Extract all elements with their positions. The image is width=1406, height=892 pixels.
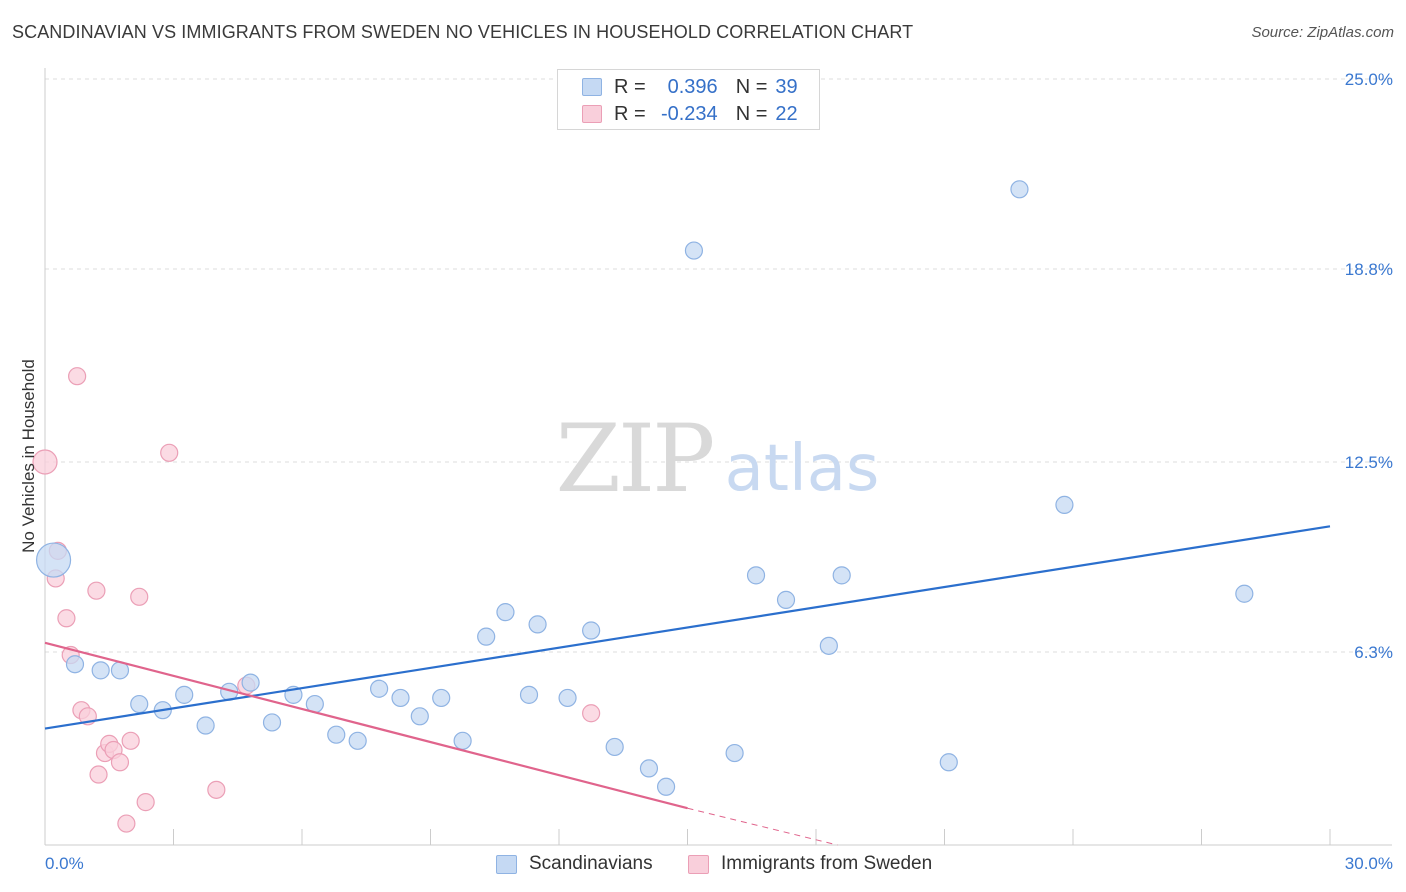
y-tick-label: 18.8% (1345, 260, 1393, 279)
y-tick-label: 6.3% (1354, 643, 1393, 662)
axes (44, 68, 1392, 846)
legend-item-scandinavians: Scandinavians (496, 852, 653, 876)
y-axis-label: No Vehicles in Household (19, 359, 38, 553)
n-value: 22 (775, 102, 798, 125)
scandinavians-point (91, 661, 110, 680)
immigrants-from-sweden-point (207, 780, 226, 799)
legend-swatch-blue (496, 854, 517, 874)
immigrants-trend-line (44, 641, 688, 810)
scandinavians-point (391, 688, 410, 708)
n-value: 39 (775, 75, 798, 98)
scandinavians-point (639, 759, 659, 778)
series-scandinavians-points (35, 180, 1254, 796)
scandinavians-point (1010, 180, 1029, 199)
immigrants-from-sweden-point (87, 581, 106, 600)
stats-swatch-pink (582, 105, 602, 123)
immigrants-trend-extension (687, 807, 838, 846)
immigrants-from-sweden-point (89, 765, 108, 784)
r-value: 0.396 (667, 75, 718, 98)
x-tick-label: 30.0% (1345, 854, 1393, 873)
scandinavians-point (528, 615, 547, 634)
scandinavians-point (262, 713, 282, 732)
scandinavians-point (939, 753, 958, 772)
correlation-stats-box: R = 0.396 N = 39 R = -0.234 N = 22 (557, 69, 820, 130)
scandinavians-point (410, 707, 429, 726)
scandinavians-point (519, 685, 539, 704)
immigrants-from-sweden-point (121, 731, 140, 750)
scandinavians-point (175, 685, 194, 704)
scandinavians-point (582, 621, 601, 640)
watermark: ZIP atlas (556, 405, 880, 514)
stats-swatch-blue (582, 78, 602, 96)
scandinavians-point (725, 743, 744, 763)
scandinavians-point (558, 688, 577, 708)
scandinavians-point (241, 673, 260, 692)
stats-row-scandinavians: R = 0.396 N = 39 (582, 74, 798, 100)
scandinavians-point (832, 566, 851, 585)
n-label: N = (735, 75, 768, 98)
legend-label: Scandinavians (529, 853, 653, 874)
immigrants-from-sweden-point (110, 753, 130, 772)
stats-row-immigrants: R = -0.234 N = 22 (582, 101, 798, 127)
scandinavians-point (130, 694, 149, 714)
source-label: Source: ZipAtlas.com (1251, 24, 1394, 41)
watermark-zip: ZIP (556, 405, 713, 514)
immigrants-from-sweden-point (68, 367, 87, 386)
x-tick-label: 0.0% (45, 854, 84, 873)
chart-title: SCANDINAVIAN VS IMMIGRANTS FROM SWEDEN N… (12, 22, 914, 42)
scandinavians-point (746, 566, 766, 585)
immigrants-from-sweden-point (130, 587, 149, 606)
series-immigrants-from-sweden-points (32, 367, 601, 833)
scandinavians-point (776, 590, 796, 609)
scandinavians-point (1055, 495, 1074, 514)
scandinavians-point (819, 636, 838, 655)
legend-swatch-pink (688, 854, 709, 874)
immigrants-from-sweden-point (582, 704, 601, 723)
immigrants-from-sweden-point (57, 609, 76, 628)
trend-lines (44, 525, 1331, 846)
scandinavians-point (327, 725, 346, 744)
r-label: R = (614, 102, 646, 125)
scandinavians-point (684, 241, 704, 260)
scandinavians-point (605, 737, 624, 757)
watermark-atlas: atlas (725, 432, 880, 506)
scandinavians-point (432, 688, 451, 708)
scandinavians-point (656, 777, 676, 796)
scandinavians-point (196, 716, 215, 735)
scandinavians-point (1235, 584, 1254, 603)
legend-label: Immigrants from Sweden (721, 853, 933, 874)
r-label: R = (614, 75, 646, 98)
scandinavians-point (348, 731, 367, 750)
y-tick-label: 25.0% (1345, 70, 1393, 89)
immigrants-from-sweden-point (117, 814, 136, 833)
n-label: N = (735, 102, 768, 125)
scandinavians-trend-line (44, 525, 1331, 730)
scandinavians-point (65, 655, 85, 674)
tick-labels: 6.3% 12.5% 18.8% 25.0% 0.0% 30.0% (45, 70, 1393, 873)
grid-lines (45, 78, 1392, 653)
scandinavians-point (477, 627, 496, 646)
scandinavians-point (496, 603, 515, 622)
scandinavians-point (370, 679, 389, 698)
immigrants-from-sweden-point (136, 793, 155, 812)
scandinavians-point (453, 731, 472, 750)
immigrants-from-sweden-point (32, 449, 58, 475)
scandinavians-point (35, 542, 72, 578)
immigrants-from-sweden-point (160, 443, 179, 462)
legend-item-immigrants: Immigrants from Sweden (688, 852, 932, 876)
r-value: -0.234 (660, 102, 718, 125)
y-tick-label: 12.5% (1345, 453, 1393, 472)
